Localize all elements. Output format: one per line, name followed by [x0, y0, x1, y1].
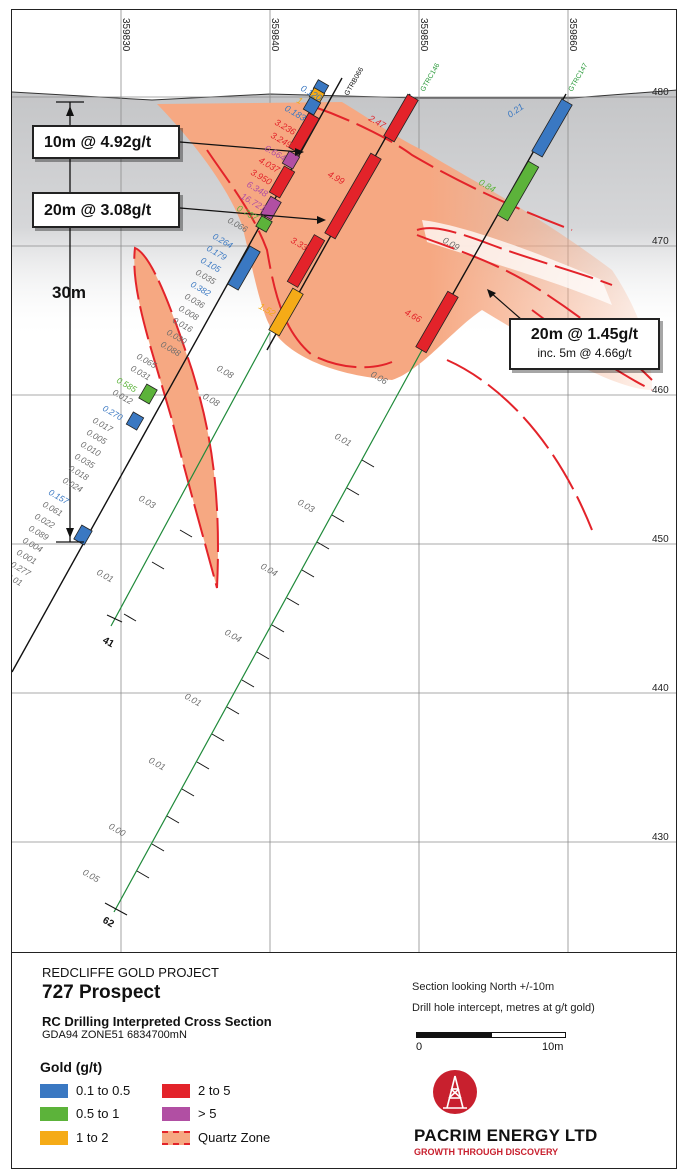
assay-value: 0.01	[183, 691, 203, 708]
section-orientation-note: Section looking North +/-10m	[412, 981, 555, 993]
assay-value: 0.03	[296, 497, 316, 514]
legend-label: 0.1 to 0.5	[76, 1083, 131, 1098]
legend-item: > 5	[162, 1106, 216, 1121]
legend-swatch-quartz	[162, 1130, 190, 1145]
intercept-callout-3-subtext: inc. 5m @ 4.66g/t	[537, 346, 632, 360]
intercept-callout-1-text: 10m @ 4.92g/t	[44, 134, 152, 151]
company-tagline: GROWTH THROUGH DISCOVERY	[414, 1147, 559, 1157]
legend-label: 0.5 to 1	[76, 1106, 120, 1121]
hole-id-label: GTRC147	[568, 62, 590, 93]
assay-value: 0.05	[81, 867, 102, 885]
assay-blocks	[73, 79, 573, 546]
legend-item: 1 to 2	[40, 1130, 109, 1145]
easting-label: 359840	[269, 18, 280, 52]
info-panel: REDCLIFFE GOLD PROJECT 727 Prospect RC D…	[12, 952, 676, 1168]
intercept-callout-2: 20m @ 3.08g/t	[32, 192, 180, 228]
assay-value: 0.01	[147, 755, 167, 772]
scale-bar	[416, 1032, 566, 1038]
intercept-callout-1: 10m @ 4.92g/t	[32, 125, 180, 159]
grid-reference: GDA94 ZONE51 6834700mN	[42, 1029, 187, 1041]
scale-bar-fill	[417, 1033, 492, 1037]
elevation-label: 470	[652, 236, 669, 247]
legend-swatch	[40, 1130, 68, 1145]
assay-value: 0.08	[201, 391, 221, 408]
project-name: REDCLIFFE GOLD PROJECT	[42, 965, 219, 980]
legend-swatch	[40, 1106, 68, 1121]
hole-end-depth: 62	[101, 915, 117, 930]
elevation-label: 480	[652, 87, 669, 98]
callout-arrows	[179, 141, 523, 321]
elevation-label: 430	[652, 832, 669, 843]
intercept-callout-3-text: 20m @ 1.45g/t	[530, 326, 639, 343]
derrick-logo-icon	[433, 1070, 477, 1114]
assay-value: 0.00	[107, 821, 127, 838]
assay-value: 0.04	[223, 627, 243, 644]
easting-label: 359830	[120, 18, 131, 52]
assay-value: 1	[295, 95, 304, 106]
section-title: RC Drilling Interpreted Cross Section	[42, 1014, 272, 1029]
scale-end-label: 10m	[542, 1041, 564, 1053]
cross-section-figure: 359830 359840 359850 359860 480 470 460 …	[11, 9, 677, 1169]
assay-value: 0.01	[95, 567, 115, 584]
assay-value: 0.04	[259, 561, 279, 578]
assay-value: 0.01	[333, 431, 353, 448]
legend-label: 1 to 2	[76, 1130, 109, 1145]
assay-value: 0.08	[215, 363, 235, 380]
legend-item: Quartz Zone	[162, 1130, 270, 1145]
scale-30m-bar	[56, 101, 84, 543]
easting-label: 359860	[567, 18, 578, 52]
legend-label: Quartz Zone	[198, 1130, 271, 1145]
easting-label: 359850	[418, 18, 429, 52]
legend-swatch	[40, 1083, 68, 1098]
legend-swatch	[162, 1106, 190, 1121]
legend-item: 0.1 to 0.5	[40, 1083, 130, 1098]
hole-end-depth: 41	[101, 635, 117, 650]
hole-mid-trace	[110, 331, 271, 627]
intercept-callout-2-text: 20m @ 3.08g/t	[44, 202, 152, 219]
assay-value: 0.03	[137, 493, 157, 510]
legend-title: Gold (g/t)	[40, 1059, 103, 1075]
quartz-lens	[133, 246, 219, 589]
scale-start-label: 0	[416, 1041, 423, 1053]
intercept-note: Drill hole intercept, metres at g/t gold…	[412, 1002, 595, 1014]
quartz-zone-branch	[422, 220, 612, 305]
legend-item: 0.5 to 1	[40, 1106, 119, 1121]
scale-30m-label: 30m	[52, 283, 86, 302]
elevation-label: 450	[652, 534, 669, 545]
elevation-label: 440	[652, 683, 669, 694]
quartz-zone-boundaries	[206, 105, 653, 531]
legend-swatch	[162, 1083, 190, 1098]
company-name: PACRIM ENERGY LTD	[414, 1126, 598, 1145]
hole-b-trace	[113, 349, 423, 913]
prospect-title: 727 Prospect	[42, 982, 161, 1003]
hole-id-label: GTRC146	[420, 62, 442, 93]
elevation-label: 460	[652, 385, 669, 396]
legend-item: 2 to 5	[162, 1083, 231, 1098]
legend-label: 2 to 5	[198, 1083, 231, 1098]
legend-label: > 5	[198, 1106, 217, 1121]
hole-tick-marks	[104, 459, 375, 916]
hole-id-label: GTRB066	[344, 66, 366, 97]
intercept-callout-3: 20m @ 1.45g/t inc. 5m @ 4.66g/t	[509, 318, 660, 370]
